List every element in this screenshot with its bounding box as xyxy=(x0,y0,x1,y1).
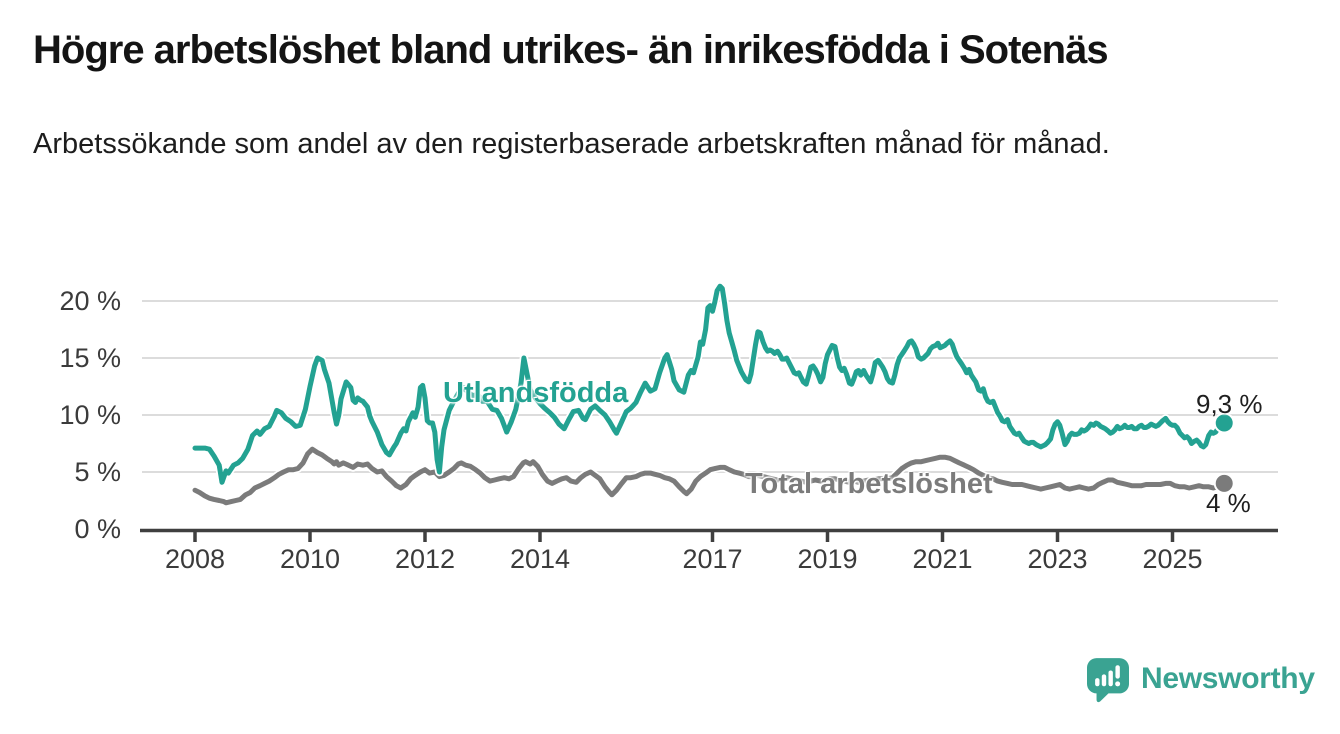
series-label-utlandsfodda: Utlandsfödda xyxy=(443,377,629,409)
x-axis-label: 2012 xyxy=(395,544,455,574)
y-axis-label: 15 % xyxy=(59,343,121,373)
total-line-casing xyxy=(190,444,1225,508)
x-axis-label: 2014 xyxy=(510,544,570,574)
x-axis-label: 2023 xyxy=(1027,544,1087,574)
total-line xyxy=(192,446,1223,506)
x-axis-label: 2021 xyxy=(912,544,972,574)
value-label-utlandsfodda: 9,3 % xyxy=(1196,389,1263,419)
value-label-total: 4 % xyxy=(1206,488,1251,518)
chart-subtitle: Arbetssökande som andel av den registerb… xyxy=(33,128,1110,160)
y-axis-label: 0 % xyxy=(74,514,121,544)
x-axis-label: 2017 xyxy=(682,544,742,574)
total-end-dot xyxy=(1213,472,1235,494)
newsworthy-logo: Newsworthy xyxy=(1087,657,1315,706)
y-axis-label: 10 % xyxy=(59,400,121,430)
utlandsfodda-line xyxy=(192,283,1223,485)
line-chart: 0 % 5 % 10 % 15 % 20 % 2008 2010 2012 2014 2017 20… xyxy=(59,281,1278,574)
x-axis-label: 2019 xyxy=(797,544,857,574)
x-axis-label: 2010 xyxy=(280,544,340,574)
page-title: Högre arbetslöshet bland utrikes- än inr… xyxy=(33,28,1109,72)
series-label-total: Total arbetslöshet xyxy=(745,468,993,500)
x-axis-label: 2025 xyxy=(1142,544,1202,574)
newsworthy-icon xyxy=(1087,658,1129,703)
x-axis-label: 2008 xyxy=(165,544,225,574)
brand-text: Newsworthy xyxy=(1141,661,1315,695)
utlandsfodda-end-dot xyxy=(1213,412,1235,434)
y-axis-label: 20 % xyxy=(59,286,121,316)
y-axis-label: 5 % xyxy=(74,457,121,487)
